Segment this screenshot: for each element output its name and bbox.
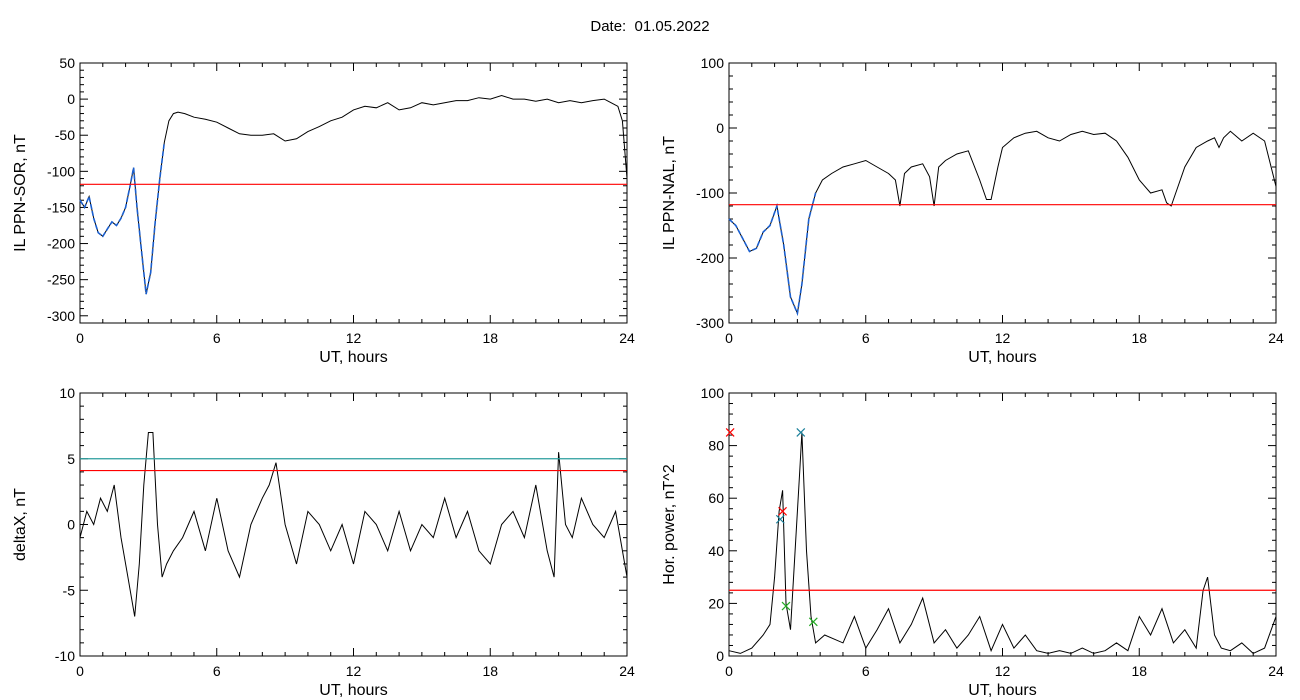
y-tick-label: -100 [696, 185, 724, 201]
x-tick-label: 6 [213, 663, 221, 679]
y-tick-label: -100 [47, 163, 75, 179]
x-axis-label: UT, hours [319, 682, 387, 699]
chart-panel-3: 0 6 12 18 24 10 5 0 -5 -10 UT, hours deltaX, nT [12, 385, 635, 699]
y-tick-label: 80 [708, 438, 724, 454]
y-tick-label: 40 [708, 543, 724, 559]
y-tick-label: 0 [67, 91, 75, 107]
x-tick-label: 12 [995, 330, 1011, 346]
x-axis-label: UT, hours [968, 682, 1036, 699]
y-tick-label: 50 [59, 55, 75, 71]
y-tick-label: -250 [47, 272, 75, 288]
y-tick-label: -300 [47, 308, 75, 324]
y-tick-label: -200 [47, 236, 75, 252]
x-tick-label: 18 [482, 663, 498, 679]
peak-marker [796, 428, 806, 437]
x-tick-label: 24 [1268, 330, 1284, 346]
y-tick-label: 100 [701, 385, 725, 401]
y-tick-label: -150 [47, 199, 75, 215]
peak-marker [808, 617, 818, 627]
series-line-1 [728, 130, 1277, 316]
plot-frame [79, 392, 628, 657]
peak-marker [725, 428, 735, 437]
y-tick-label: -50 [55, 127, 75, 143]
series-line-1 [79, 432, 628, 617]
x-axis-label: UT, hours [968, 349, 1036, 366]
series-line-2 [79, 142, 166, 295]
x-tick-label: 12 [346, 663, 362, 679]
plot-frame [728, 62, 1277, 324]
plot-frame [79, 62, 628, 324]
x-axis-label: UT, hours [319, 349, 387, 366]
peak-marker [775, 514, 785, 524]
figure-title: Date: 01.05.2022 [590, 18, 710, 35]
x-tick-label: 6 [213, 330, 221, 346]
x-tick-label: 0 [76, 330, 84, 346]
x-tick-label: 0 [725, 330, 733, 346]
peak-marker [781, 601, 791, 611]
y-axis-label: deltaX, nT [12, 488, 29, 561]
y-tick-label: 20 [708, 595, 724, 611]
x-tick-label: 0 [76, 663, 84, 679]
x-tick-label: 24 [619, 663, 635, 679]
y-tick-label: 5 [67, 451, 75, 467]
series-line-1 [79, 94, 628, 295]
y-tick-label: 100 [701, 55, 725, 71]
x-tick-label: 6 [862, 663, 870, 679]
x-tick-label: 18 [1131, 663, 1147, 679]
x-tick-label: 12 [346, 330, 362, 346]
chart-panel-4: 0 6 12 18 24 100 80 60 40 20 0 UT, hours Hor. power,… [661, 385, 1284, 699]
y-tick-label: 0 [716, 648, 724, 664]
series-line-2 [728, 192, 817, 317]
chart-panel-2: 0 6 12 18 24 100 0 -100 -200 -300 UT, hours IL PPN-… [661, 55, 1284, 366]
x-tick-label: 12 [995, 663, 1011, 679]
x-tick-label: 6 [862, 330, 870, 346]
peak-marker [778, 506, 787, 516]
y-tick-label: 0 [716, 120, 724, 136]
y-axis-label: IL PPN-NAL, nT [661, 136, 678, 250]
x-tick-label: 0 [725, 663, 733, 679]
y-tick-label: -200 [696, 250, 724, 266]
chart-panel-1: 0 6 12 18 24 50 0 -50 -100 -150 -200 -250 -300 UT, ho… [12, 55, 635, 366]
x-tick-label: 24 [1268, 663, 1284, 679]
y-axis-label: Hor. power, nT^2 [661, 464, 678, 585]
y-tick-label: -5 [63, 582, 76, 598]
x-tick-label: 24 [619, 330, 635, 346]
y-tick-label: 60 [708, 490, 724, 506]
y-tick-label: -300 [696, 315, 724, 331]
y-tick-label: -10 [55, 648, 75, 664]
y-axis-label: IL PPN-SOR, nT [12, 134, 29, 252]
y-tick-label: 10 [59, 385, 75, 401]
y-tick-label: 0 [67, 517, 75, 533]
x-tick-label: 18 [1131, 330, 1147, 346]
x-tick-label: 18 [482, 330, 498, 346]
